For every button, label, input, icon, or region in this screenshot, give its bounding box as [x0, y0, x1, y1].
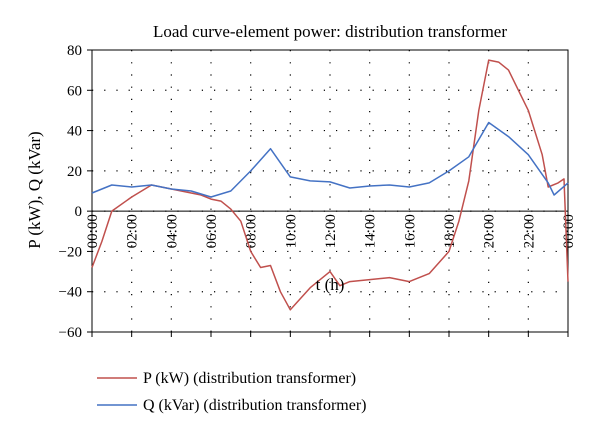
x-tick-label: 04:00 — [164, 214, 180, 248]
chart-title: Load curve-element power: distribution t… — [153, 22, 507, 41]
y-tick-label: 80 — [67, 43, 82, 59]
y-tick-label: −20 — [59, 244, 82, 260]
x-tick-label: 02:00 — [125, 214, 141, 248]
y-tick-label: 40 — [67, 124, 82, 140]
x-tick-label: 08:00 — [244, 214, 260, 248]
x-tick-label: 16:00 — [402, 214, 418, 248]
y-axis-ticks: −60 −40 −20 0 20 40 60 80 — [59, 43, 92, 341]
x-tick-label: 18:00 — [442, 214, 458, 248]
x-axis-label: t (h) — [316, 275, 345, 294]
y-tick-label: 0 — [75, 204, 83, 220]
legend: P (kW) (distribution transformer) Q (kVar… — [97, 370, 367, 414]
y-axis-label: P (kW), Q (kVar) — [25, 131, 44, 248]
x-axis-ticks: 00:00 02:00 04:00 06:00 08:00 10:00 12:00 14:00… — [85, 210, 577, 337]
x-tick-label: 10:00 — [283, 214, 299, 248]
y-tick-label: 20 — [67, 164, 82, 180]
x-tick-label: 22:00 — [521, 214, 537, 248]
x-tick-label: 00:00 — [561, 214, 577, 248]
series-lines — [91, 59, 569, 311]
x-tick-label: 20:00 — [482, 214, 498, 248]
y-tick-label: 60 — [67, 83, 82, 99]
y-tick-label: −60 — [59, 325, 82, 341]
x-tick-label: 06:00 — [204, 214, 220, 248]
legend-label: P (kW) (distribution transformer) — [143, 370, 356, 387]
x-tick-label: 14:00 — [363, 214, 379, 248]
legend-label: Q (kVar) (distribution transformer) — [143, 397, 367, 414]
series-line-q-kvar — [91, 121, 569, 198]
series-line-p-kw — [91, 59, 569, 311]
y-tick-label: −40 — [59, 285, 82, 301]
x-tick-label: 12:00 — [323, 214, 339, 248]
x-tick-label: 00:00 — [85, 214, 101, 248]
